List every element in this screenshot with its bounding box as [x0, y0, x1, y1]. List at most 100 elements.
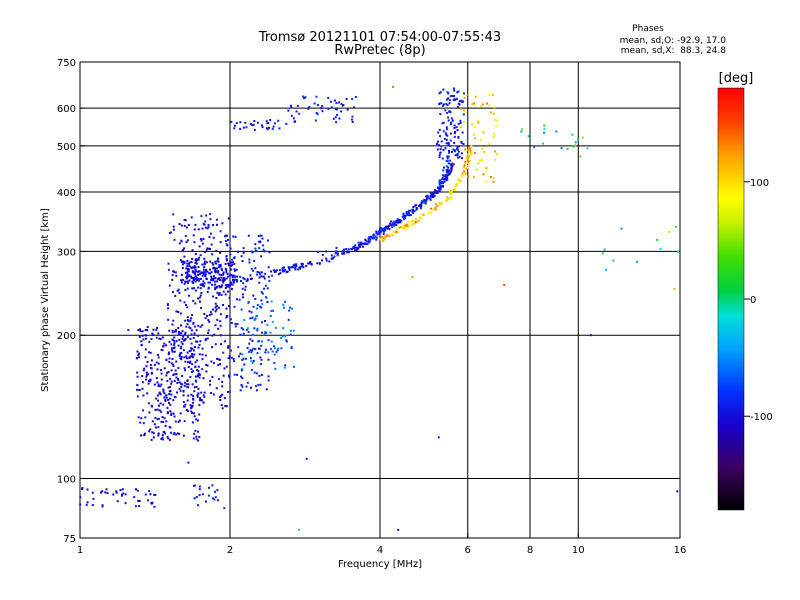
data-point [196, 395, 199, 398]
data-point [245, 126, 248, 129]
data-point [194, 275, 197, 278]
data-point [186, 262, 189, 265]
data-point [197, 228, 200, 231]
data-point [161, 438, 164, 441]
data-point [288, 309, 291, 312]
data-point [197, 504, 200, 507]
data-point [222, 273, 225, 276]
data-point [469, 149, 472, 152]
data-point [492, 180, 495, 183]
data-point [215, 249, 218, 252]
data-point [229, 284, 232, 287]
data-point [455, 147, 458, 150]
data-point [444, 178, 447, 180]
data-point [272, 309, 275, 312]
data-point [449, 95, 452, 98]
data-point [162, 344, 165, 347]
data-point [162, 388, 165, 391]
data-point [478, 159, 481, 162]
data-point [437, 131, 440, 134]
data-point [447, 142, 450, 144]
data-point [214, 268, 217, 271]
data-point [656, 238, 659, 241]
data-point [136, 489, 139, 492]
data-point [673, 288, 676, 291]
data-point [267, 339, 270, 342]
data-point [471, 103, 474, 106]
data-point [174, 294, 177, 297]
data-point [201, 227, 204, 230]
data-point [274, 326, 277, 329]
data-point [247, 234, 250, 237]
data-point [192, 401, 194, 404]
data-point [236, 323, 239, 326]
data-point [429, 198, 432, 201]
data-point [186, 265, 189, 268]
data-point [216, 223, 218, 226]
data-point [418, 216, 421, 219]
data-point [461, 175, 463, 178]
data-point [483, 150, 485, 153]
data-point [363, 243, 366, 245]
data-point [188, 350, 191, 353]
data-point [138, 352, 141, 355]
data-point [211, 283, 214, 286]
data-point [261, 126, 264, 129]
data-point [442, 148, 445, 151]
data-point [241, 287, 244, 290]
data-point [270, 270, 272, 273]
data-point [170, 412, 173, 415]
data-point [582, 136, 584, 139]
data-point [205, 248, 208, 251]
data-point [101, 490, 104, 493]
data-point [451, 94, 454, 97]
data-point [195, 375, 197, 378]
data-point [261, 331, 264, 334]
data-point [317, 251, 320, 254]
data-point [206, 364, 209, 367]
data-point [190, 329, 193, 332]
data-point [190, 216, 193, 219]
data-point [343, 251, 346, 254]
data-point [463, 97, 466, 100]
data-point [543, 127, 546, 130]
data-point [160, 420, 163, 423]
data-point [175, 433, 178, 436]
data-point [265, 297, 268, 300]
data-point [187, 268, 190, 271]
data-point [161, 434, 164, 437]
data-point [573, 144, 576, 147]
data-point [254, 298, 257, 300]
data-point [249, 349, 252, 352]
data-point [237, 346, 240, 349]
data-point [442, 130, 445, 133]
data-point [449, 163, 452, 166]
data-point [168, 357, 171, 360]
data-point [142, 422, 145, 425]
data-point [174, 328, 177, 331]
data-point [198, 273, 201, 276]
x-tick-label: 4 [377, 545, 383, 556]
data-point [159, 338, 162, 340]
data-point [176, 289, 179, 292]
data-point [292, 264, 295, 267]
data-point [199, 254, 202, 257]
data-point [138, 335, 141, 338]
data-point [242, 332, 245, 335]
data-point [171, 331, 174, 334]
data-point [184, 369, 186, 372]
data-point [425, 195, 428, 198]
data-point [189, 319, 192, 322]
data-point [334, 99, 336, 102]
data-point [451, 162, 454, 165]
data-point [197, 346, 200, 349]
data-point [219, 334, 222, 337]
data-point [574, 141, 577, 144]
data-point [192, 395, 195, 397]
data-point [210, 360, 213, 363]
data-point [170, 343, 173, 346]
data-point [429, 192, 432, 195]
data-point [217, 260, 220, 263]
data-point [402, 227, 404, 230]
data-point [233, 360, 235, 363]
